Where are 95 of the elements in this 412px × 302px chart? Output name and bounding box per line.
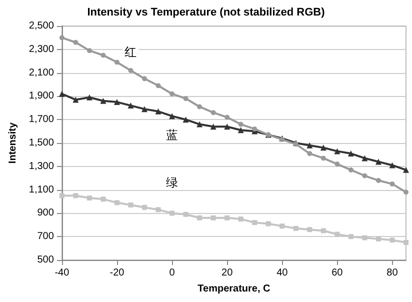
point (390, 181, 395, 186)
point (156, 207, 161, 212)
point (86, 94, 92, 100)
x-tick-label: 80 (386, 268, 398, 278)
y-tick-label: 1,300 (28, 160, 54, 172)
x-tick-label: 40 (276, 268, 288, 278)
point (128, 68, 134, 73)
point (197, 104, 202, 110)
y-axis-title: Intensity (8, 122, 18, 164)
point (280, 224, 285, 229)
point (58, 90, 65, 97)
point (169, 113, 176, 120)
point (155, 108, 162, 114)
point (390, 238, 395, 243)
point (403, 166, 409, 173)
point (348, 234, 354, 240)
point (100, 98, 106, 104)
point (73, 40, 78, 45)
series-label: 绿 (166, 176, 178, 190)
x-tick-label: 0 (169, 268, 176, 278)
point (224, 124, 230, 130)
point (59, 193, 64, 198)
series-label: 红 (124, 44, 137, 59)
y-tick-label: 2,300 (28, 44, 54, 55)
y-tick-label: 1,100 (28, 184, 54, 196)
point (320, 156, 326, 161)
point (334, 232, 340, 237)
point (307, 227, 312, 232)
point (348, 150, 354, 157)
x-tick-label: 20 (222, 268, 234, 278)
chart-title: Intensity vs Temperature (not stabilized RGB) (87, 6, 326, 18)
point (86, 195, 92, 200)
point (196, 121, 203, 128)
y-tick-label: 700 (37, 231, 54, 242)
y-tick-label: 2,500 (28, 20, 54, 32)
point (320, 144, 326, 151)
point (348, 167, 354, 172)
point (128, 202, 134, 208)
point (320, 228, 326, 234)
y-tick-label: 500 (37, 254, 54, 266)
point (362, 235, 368, 240)
point (128, 102, 134, 109)
point (210, 110, 216, 116)
point (156, 83, 161, 88)
point (100, 52, 106, 58)
point (142, 76, 148, 82)
point (170, 91, 175, 96)
point (306, 142, 313, 148)
point (252, 220, 258, 226)
point (210, 124, 216, 130)
point (334, 148, 340, 154)
point (86, 48, 92, 54)
point (142, 106, 148, 112)
point (197, 215, 202, 220)
point (142, 204, 148, 210)
point (376, 236, 381, 242)
point (362, 155, 368, 162)
point (182, 116, 189, 123)
point (266, 221, 271, 226)
point (210, 215, 216, 220)
point (183, 96, 188, 102)
point (389, 162, 396, 168)
point (238, 216, 244, 222)
series-label: 蓝 (166, 128, 178, 142)
point (307, 151, 312, 156)
y-tick-label: 900 (37, 208, 54, 219)
point (183, 212, 188, 217)
point (238, 122, 244, 127)
point (404, 240, 408, 245)
point (224, 215, 230, 220)
point (170, 210, 175, 216)
point (404, 190, 408, 195)
point (334, 162, 340, 167)
point (114, 60, 120, 65)
y-tick-label: 1,900 (28, 90, 54, 102)
x-tick-label: -20 (110, 268, 125, 278)
point (252, 126, 258, 132)
y-tick-label: 1,700 (28, 114, 54, 126)
point (73, 193, 78, 198)
point (238, 127, 244, 134)
y-tick-label: 1,500 (28, 138, 54, 148)
x-tick-label: 60 (332, 268, 344, 278)
point (59, 35, 64, 40)
point (100, 196, 106, 202)
point (114, 99, 120, 106)
point (362, 173, 368, 178)
x-axis-title: Temperature, C (198, 284, 270, 294)
point (224, 114, 230, 120)
point (293, 226, 298, 231)
x-tick-label: -40 (54, 268, 70, 278)
y-tick-label: 2,100 (28, 67, 54, 78)
point (376, 178, 381, 183)
point (72, 96, 79, 103)
point (114, 200, 120, 206)
point (375, 158, 382, 165)
